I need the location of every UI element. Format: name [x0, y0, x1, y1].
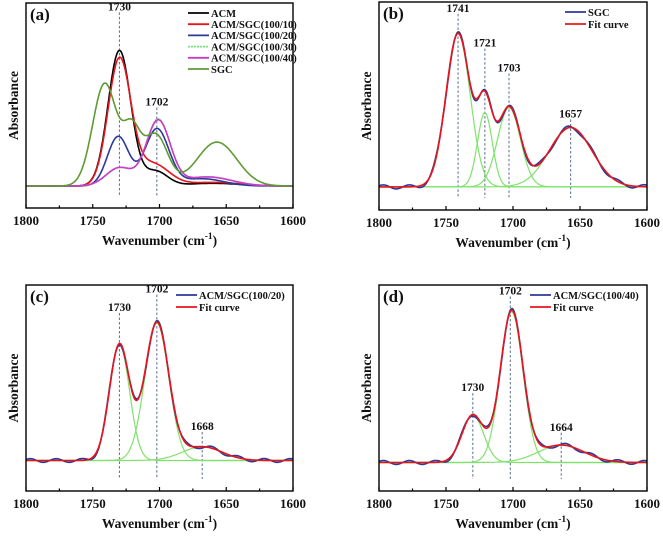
fit-curve-line — [379, 309, 647, 464]
series-line-acm-sgc-100-40- — [26, 118, 293, 187]
x-tick-label: 1800 — [366, 496, 392, 511]
x-tick-label: 1700 — [500, 496, 526, 511]
x-axis-title: Wavenumber (cm-1) — [455, 515, 570, 531]
series-line-sgc — [26, 82, 293, 187]
fit-component-1721 — [379, 111, 647, 188]
panel-label: (a) — [30, 5, 50, 24]
x-tick-label: 1650 — [567, 496, 593, 511]
x-axis-title: Wavenumber (cm-1) — [102, 232, 217, 248]
legend-entry: ACM/SGC(100/40) — [211, 54, 297, 65]
y-axis-title: Absorbance — [359, 71, 374, 140]
fit-curve-line — [26, 321, 293, 462]
plot-area — [379, 307, 647, 466]
legend-entry: ACM/SGC(100/20) — [211, 31, 297, 42]
legend-entry: SGC — [588, 8, 610, 19]
legend-entry: Fit curve — [553, 303, 594, 314]
x-tick-label: 1600 — [280, 213, 306, 228]
legend: ACMACM/SGC(100/10)ACM/SGC(100/20)ACM/SGC… — [188, 9, 297, 76]
x-tick-label: 1800 — [13, 496, 39, 511]
panel-b: 1800 1750 1700 1650 1600 Wavenumber (cm-1) Abs… — [359, 1, 660, 250]
series-line-acm-sgc-100-10- — [26, 56, 293, 187]
x-tick-label: 1600 — [280, 496, 306, 511]
legend-entry: SGC — [211, 65, 233, 76]
measured-spectrum-line — [26, 319, 293, 464]
x-tick-label: 1800 — [13, 213, 39, 228]
y-axis-title: Absorbance — [6, 353, 21, 422]
legend-entry: ACM — [211, 9, 236, 20]
x-tick-label: 1650 — [213, 496, 239, 511]
legend-entry: ACM/SGC(100/40) — [553, 291, 639, 302]
x-tick-label: 1650 — [213, 213, 239, 228]
peak-label-1657: 1657 — [559, 109, 582, 121]
legend: ACM/SGC(100/20)Fit curve — [176, 291, 285, 314]
peak-label-1703: 1703 — [497, 62, 520, 74]
x-tick-label: 1600 — [634, 496, 660, 511]
legend-entry: ACM/SGC(100/30) — [211, 42, 297, 53]
panel-label: (c) — [30, 287, 49, 306]
x-axis-title: Wavenumber (cm-1) — [455, 234, 570, 250]
plot-frame — [378, 1, 648, 211]
peak-label-1730: 1730 — [108, 302, 131, 314]
peak-label-1702: 1702 — [145, 284, 168, 296]
plot-area — [26, 319, 293, 464]
legend: ACM/SGC(100/40)Fit curve — [530, 291, 639, 314]
x-tick-label: 1750 — [433, 215, 459, 230]
x-tick-label: 1700 — [500, 215, 526, 230]
panel-d: 1800 1750 1700 1650 1600 Wavenumber (cm-1) Abs… — [359, 284, 660, 531]
plot-area — [26, 49, 293, 187]
peak-label-1741: 1741 — [447, 3, 470, 15]
fit-component-1657 — [379, 126, 647, 188]
fit-component-1702 — [26, 322, 293, 462]
fit-component-1701 — [379, 311, 647, 464]
fit-component-1730 — [379, 414, 647, 464]
peak-label-1730: 1730 — [461, 382, 484, 394]
y-axis-title: Absorbance — [6, 71, 21, 140]
x-axis-title: Wavenumber (cm-1) — [102, 515, 217, 531]
peak-label-1702: 1702 — [499, 286, 522, 298]
x-tick-label: 1750 — [80, 496, 106, 511]
panel-label: (b) — [383, 4, 404, 23]
panel-a: 1800 1750 1700 1650 1600 Wavenumber (cm-1) Abs… — [6, 1, 306, 248]
panel-c: 1800 1750 1700 1650 1600 Wavenumber (cm-1) Abs… — [6, 284, 306, 531]
measured-spectrum-line — [379, 31, 647, 190]
legend-entry: Fit curve — [199, 303, 240, 314]
y-axis-title: Absorbance — [359, 353, 374, 422]
peak-label-1668: 1668 — [191, 421, 214, 433]
peak-label-1702: 1702 — [145, 97, 168, 109]
x-tick-label: 1700 — [147, 496, 173, 511]
legend-entry: ACM/SGC(100/20) — [199, 291, 285, 302]
panel-label: (d) — [383, 287, 404, 306]
peak-label-1730: 1730 — [108, 1, 131, 13]
legend-entry: Fit curve — [588, 20, 629, 31]
fit-component-1668 — [26, 446, 293, 462]
measured-spectrum-line — [379, 307, 647, 466]
x-tick-label: 1650 — [567, 215, 593, 230]
x-tick-label: 1800 — [366, 215, 392, 230]
peak-label-1664: 1664 — [550, 422, 573, 434]
x-tick-label: 1600 — [634, 215, 660, 230]
x-tick-label: 1750 — [433, 496, 459, 511]
fit-component-1730 — [26, 343, 293, 462]
peak-label-1721: 1721 — [473, 38, 496, 50]
x-tick-label: 1700 — [147, 213, 173, 228]
fit-curve-line — [379, 32, 647, 188]
x-tick-label: 1750 — [80, 213, 106, 228]
legend-entry: ACM/SGC(100/10) — [211, 20, 297, 31]
plot-area — [379, 31, 647, 190]
